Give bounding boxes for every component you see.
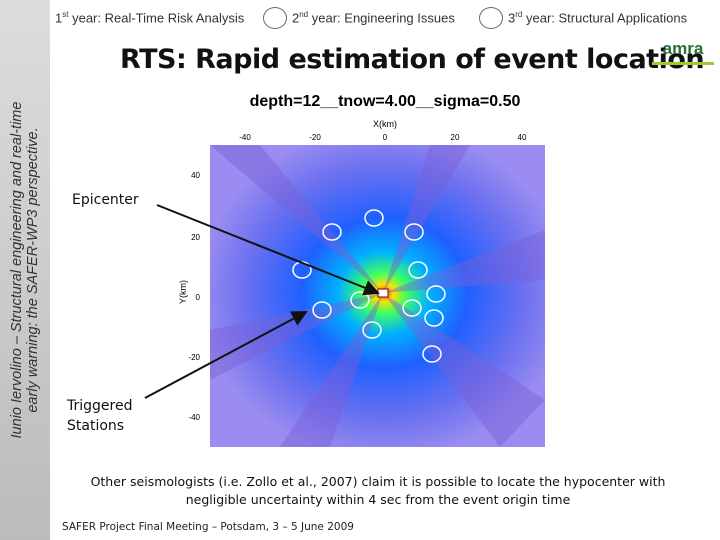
x-tick: 40 xyxy=(518,133,527,142)
annotation-line: Stations xyxy=(67,418,125,434)
tab-label: year: Engineering Issues xyxy=(311,10,455,26)
logo: amra xyxy=(652,36,714,65)
y-tick: 0 xyxy=(196,293,201,302)
sidebar xyxy=(0,0,50,540)
x-tick: -20 xyxy=(309,133,321,142)
figure-title: depth=12__tnow=4.00__sigma=0.50 xyxy=(250,93,521,110)
suffix: nd xyxy=(299,10,309,19)
separator xyxy=(479,7,503,29)
annotation: Triggered Stations xyxy=(67,396,132,436)
suffix: rd xyxy=(515,10,523,19)
x-tick: 0 xyxy=(383,133,388,142)
ordinal: 3 xyxy=(508,10,516,26)
tab: 3rd year: Structural Applications xyxy=(508,10,687,25)
y-label: Y(km) xyxy=(178,280,188,304)
annotation-line: Triggered xyxy=(67,398,133,414)
slide-title: RTS: Rapid estimation of event location xyxy=(120,44,705,75)
y-tick: 40 xyxy=(191,171,200,180)
arrow xyxy=(144,311,308,399)
caption-line: negligible uncertainty within 4 sec from… xyxy=(185,492,571,507)
tab-label: year: Structural Applications xyxy=(525,10,688,26)
suffix: st xyxy=(62,10,69,19)
ordinal: 2 xyxy=(292,10,300,26)
caption: Other seismologists (i.e. Zollo et al., … xyxy=(60,473,696,509)
footer: SAFER Project Final Meeting – Potsdam, 3… xyxy=(62,521,354,533)
ordinal: 1 xyxy=(55,10,63,26)
x-label: X(km) xyxy=(373,119,397,129)
epicenter-mark xyxy=(377,288,389,298)
y-tick: 20 xyxy=(191,233,200,242)
tab: 2nd year: Engineering Issues xyxy=(292,10,455,25)
x-tick: -40 xyxy=(239,133,251,142)
separator xyxy=(263,7,287,29)
stations xyxy=(292,209,446,363)
caption-line: Other seismologists (i.e. Zollo et al., … xyxy=(90,474,666,489)
y-tick: -40 xyxy=(188,413,200,422)
tab-label: year: Real-Time Risk Analysis xyxy=(72,10,245,26)
y-tick: -20 xyxy=(188,353,200,362)
tab: 1st year: Real-Time Risk Analysis xyxy=(55,10,244,25)
annotation: Epicenter xyxy=(72,192,139,208)
arrow xyxy=(156,204,380,296)
rays xyxy=(210,145,545,447)
x-tick: 20 xyxy=(451,133,460,142)
